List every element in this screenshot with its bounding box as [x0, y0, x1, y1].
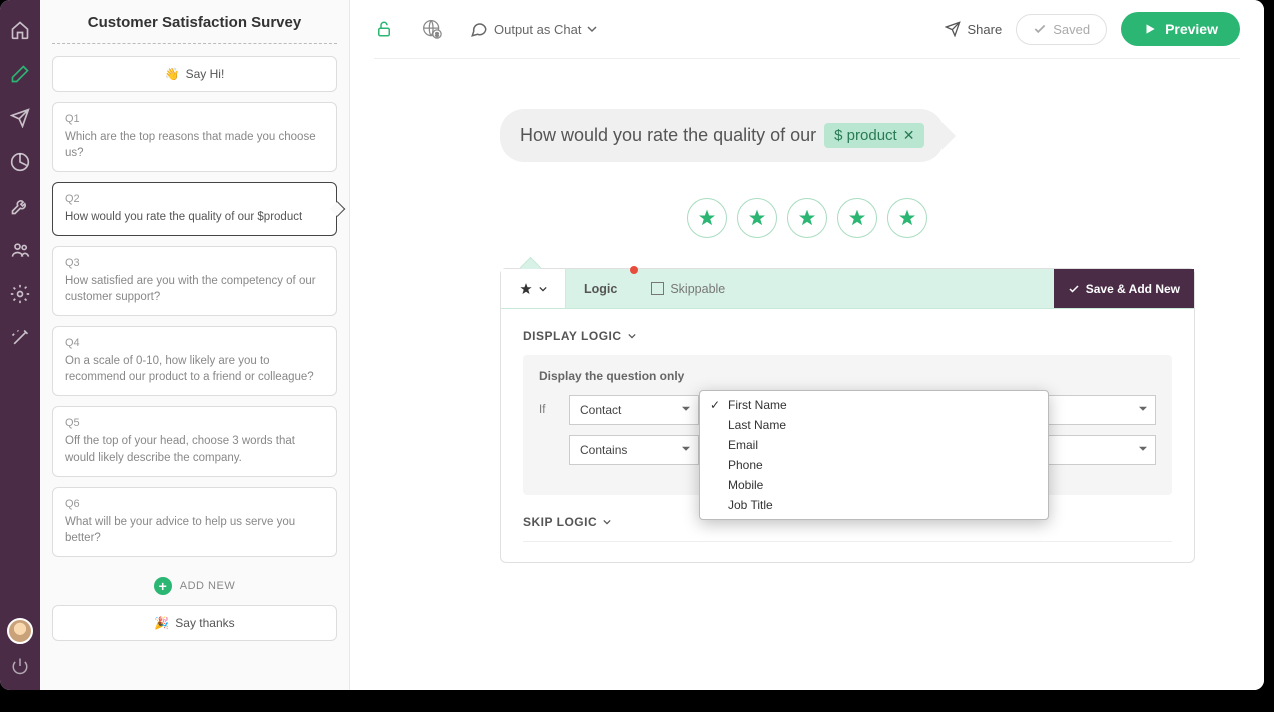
say-thanks-button[interactable]: 🎉Say thanks — [52, 605, 337, 641]
star-icon — [519, 282, 533, 296]
nav-rail — [0, 0, 40, 690]
select-contains[interactable]: Contains — [569, 435, 699, 465]
chat-icon — [470, 20, 488, 38]
send-icon — [945, 21, 961, 37]
question-card-q5[interactable]: Q5 Off the top of your head, choose 3 wo… — [52, 406, 337, 476]
checkbox-icon — [651, 282, 664, 295]
home-icon[interactable] — [8, 18, 32, 42]
chevron-down-icon — [539, 285, 547, 293]
output-as-chat-dropdown[interactable]: Output as Chat — [470, 20, 597, 38]
question-card-q2[interactable]: Q2 How would you rate the quality of our… — [52, 182, 337, 236]
check-icon — [1068, 283, 1080, 295]
dropdown-option[interactable]: Last Name — [700, 415, 1048, 435]
question-bubble[interactable]: How would you rate the quality of our $ … — [500, 109, 944, 162]
save-and-add-new-button[interactable]: Save & Add New — [1054, 269, 1194, 308]
survey-title: Customer Satisfaction Survey — [52, 14, 337, 44]
plus-icon: + — [154, 577, 172, 595]
dropdown-option[interactable]: Job Title — [700, 495, 1048, 515]
question-card-q4[interactable]: Q4 On a scale of 0-10, how likely are yo… — [52, 326, 337, 396]
dropdown-option[interactable]: Phone — [700, 455, 1048, 475]
unlock-icon[interactable] — [374, 19, 394, 39]
say-hi-button[interactable]: 👋Say Hi! — [52, 56, 337, 92]
tab-logic[interactable]: Logic — [566, 269, 635, 308]
display-logic-box: Display the question only If Contact Fir… — [523, 355, 1172, 495]
share-button[interactable]: Share — [945, 21, 1002, 37]
question-card-q3[interactable]: Q3 How satisfied are you with the compet… — [52, 246, 337, 316]
preview-button[interactable]: Preview — [1121, 12, 1240, 46]
star-4[interactable] — [837, 198, 877, 238]
globe-currency-icon[interactable]: $ — [422, 19, 442, 39]
star-1[interactable] — [687, 198, 727, 238]
if-label: If — [539, 404, 559, 416]
main-area: $ Output as Chat Share Saved — [350, 0, 1264, 690]
party-icon: 🎉 — [154, 616, 169, 630]
canvas: How would you rate the quality of our $ … — [350, 59, 1264, 690]
field-dropdown: First Name Last Name Email Phone Mobile … — [699, 390, 1049, 520]
star-2[interactable] — [737, 198, 777, 238]
wrench-icon[interactable] — [8, 194, 32, 218]
add-new-button[interactable]: + ADD NEW — [52, 567, 337, 605]
topbar: $ Output as Chat Share Saved — [350, 0, 1264, 58]
dropdown-option[interactable]: Email — [700, 435, 1048, 455]
remove-variable-icon[interactable]: ✕ — [903, 127, 915, 144]
dropdown-option[interactable]: First Name — [700, 395, 1048, 415]
config-panel: Logic Skippable Save & Add New DISPLAY L — [500, 268, 1195, 563]
question-text: How would you rate the quality of our — [520, 125, 816, 146]
star-rating — [410, 198, 1204, 238]
chevron-down-icon — [603, 518, 611, 526]
star-3[interactable] — [787, 198, 827, 238]
question-list-panel: Customer Satisfaction Survey 👋Say Hi! Q1… — [40, 0, 350, 690]
chevron-down-icon — [628, 332, 636, 340]
tab-star[interactable] — [501, 269, 566, 308]
variable-chip[interactable]: $ product ✕ — [824, 123, 924, 148]
pie-icon[interactable] — [8, 150, 32, 174]
select-contact[interactable]: Contact — [569, 395, 699, 425]
send-icon[interactable] — [8, 106, 32, 130]
display-logic-hint: Display the question only — [539, 369, 1156, 383]
dropdown-option[interactable]: Mobile — [700, 475, 1048, 495]
display-logic-header[interactable]: DISPLAY LOGIC — [523, 329, 1172, 343]
saved-button[interactable]: Saved — [1016, 14, 1107, 45]
panel-tabs: Logic Skippable Save & Add New — [501, 269, 1194, 309]
skippable-checkbox[interactable]: Skippable — [635, 269, 741, 308]
star-5[interactable] — [887, 198, 927, 238]
avatar[interactable] — [7, 618, 33, 644]
divider — [523, 541, 1172, 542]
question-card-q1[interactable]: Q1 Which are the top reasons that made y… — [52, 102, 337, 172]
users-icon[interactable] — [8, 238, 32, 262]
question-card-q6[interactable]: Q6 What will be your advice to help us s… — [52, 487, 337, 557]
gear-icon[interactable] — [8, 282, 32, 306]
magic-icon[interactable] — [8, 326, 32, 350]
panel-body: DISPLAY LOGIC Display the question only … — [501, 309, 1194, 562]
edit-icon[interactable] — [8, 62, 32, 86]
power-icon[interactable] — [8, 654, 32, 678]
wave-icon: 👋 — [165, 67, 180, 81]
check-icon — [1033, 22, 1047, 36]
chevron-down-icon — [587, 24, 597, 34]
play-icon — [1143, 22, 1157, 36]
